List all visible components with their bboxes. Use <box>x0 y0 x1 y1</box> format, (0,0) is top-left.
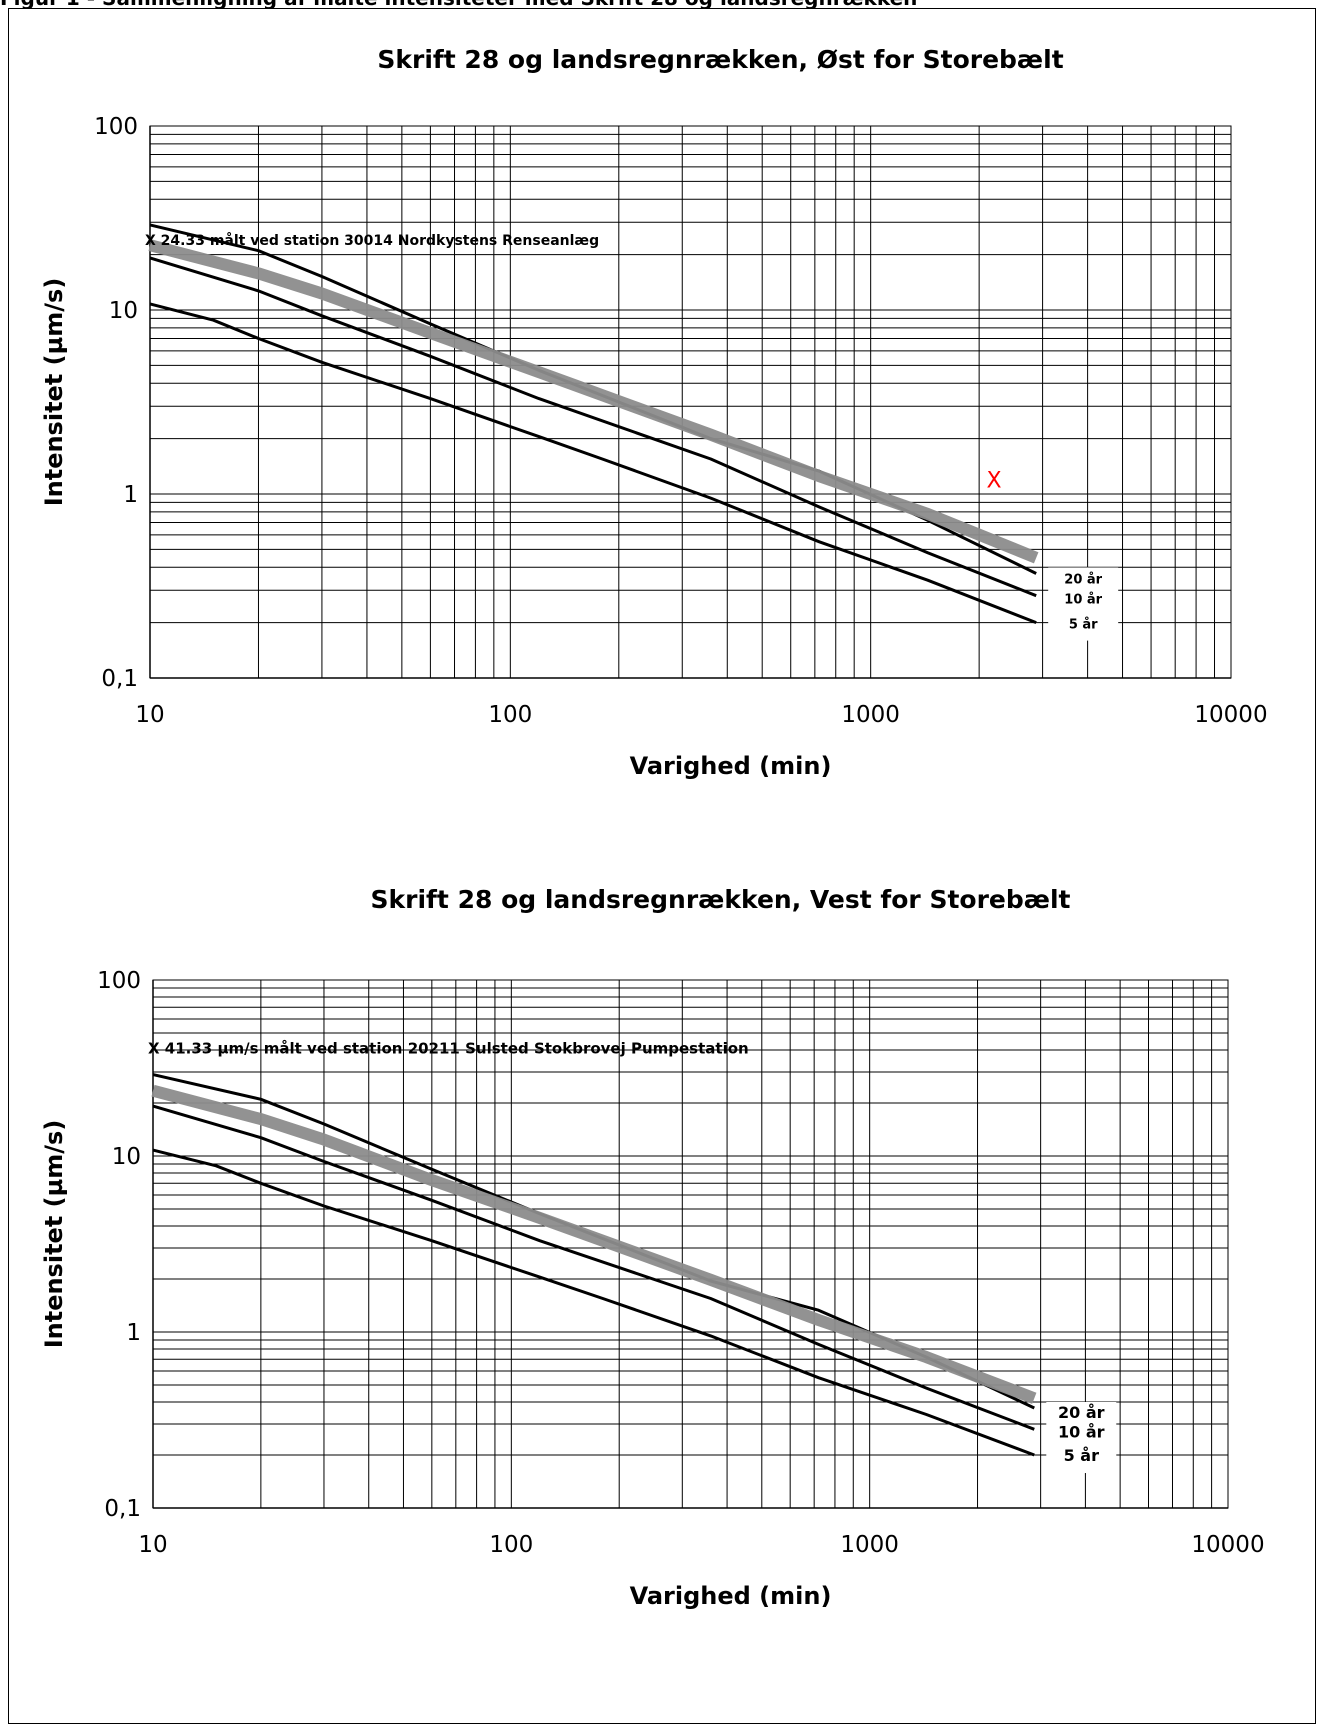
marker-annotation: X 41.33 µm/s målt ved station 20211 Suls… <box>148 1040 749 1058</box>
series-line-gray <box>151 1084 1037 1404</box>
y-tick-label: 1 <box>126 1320 141 1346</box>
x-tick-label: 100 <box>489 1532 533 1558</box>
series-end-label: 5 år <box>1064 1446 1100 1465</box>
y-tick-label: 1 <box>123 482 138 508</box>
y-tick-label: 10 <box>109 298 138 324</box>
x-tick-label: 10 <box>138 1532 167 1558</box>
series-end-label: 20 år <box>1064 572 1102 587</box>
x-tick-label: 1000 <box>840 1532 899 1558</box>
y-axis-label: Intensitet (µm/s) <box>40 278 68 507</box>
y-tick-label: 100 <box>97 968 141 994</box>
series-end-label: 5 år <box>1069 618 1098 633</box>
chart-west-group: 10 100 1000 10000 0,1 1 10 100 Skrift 28 og land… <box>40 885 1265 1610</box>
series-line-gray <box>148 239 1039 564</box>
marker-annotation: X 24.33 målt ved station 30014 Nordkyste… <box>145 232 599 249</box>
series-line-10-ar <box>152 1104 1035 1431</box>
series-end-label: 10 år <box>1064 593 1102 608</box>
y-axis-label: Intensitet (µm/s) <box>40 1120 68 1349</box>
series-label-box <box>1048 567 1119 641</box>
chart-title: Skrift 28 og landsregnrækken, Øst for St… <box>377 45 1063 74</box>
chart-east-group: 10 100 1000 10000 0,1 1 10 100 Skrift 28 og land… <box>40 45 1268 780</box>
x-axis-label: Varighed (min) <box>630 752 832 780</box>
y-tick-label: 10 <box>112 1144 141 1170</box>
x-tick-label: 10 <box>135 702 164 728</box>
series-end-label: 20 år <box>1058 1403 1105 1422</box>
header-fragment: Figur 1 - Sammenligning af målte intensi… <box>0 0 1323 8</box>
chart-title: Skrift 28 og landsregnrækken, Vest for S… <box>371 885 1071 914</box>
series-label-box <box>1046 1401 1117 1474</box>
series-end-label: 10 år <box>1058 1422 1105 1441</box>
series-line-5-ar <box>149 302 1037 624</box>
x-axis-label: Varighed (min) <box>630 1582 832 1610</box>
x-tick-label: 10000 <box>1191 1532 1264 1558</box>
y-tick-label: 0,1 <box>101 666 138 692</box>
x-tick-label: 10000 <box>1194 702 1267 728</box>
x-tick-label: 100 <box>488 702 532 728</box>
series-line-5-ar <box>152 1148 1035 1457</box>
y-tick-label: 100 <box>94 114 138 140</box>
marker-x: X <box>987 468 1002 493</box>
x-tick-label: 1000 <box>841 702 900 728</box>
y-tick-label: 0,1 <box>104 1496 141 1522</box>
series-line-10-ar <box>149 256 1037 598</box>
